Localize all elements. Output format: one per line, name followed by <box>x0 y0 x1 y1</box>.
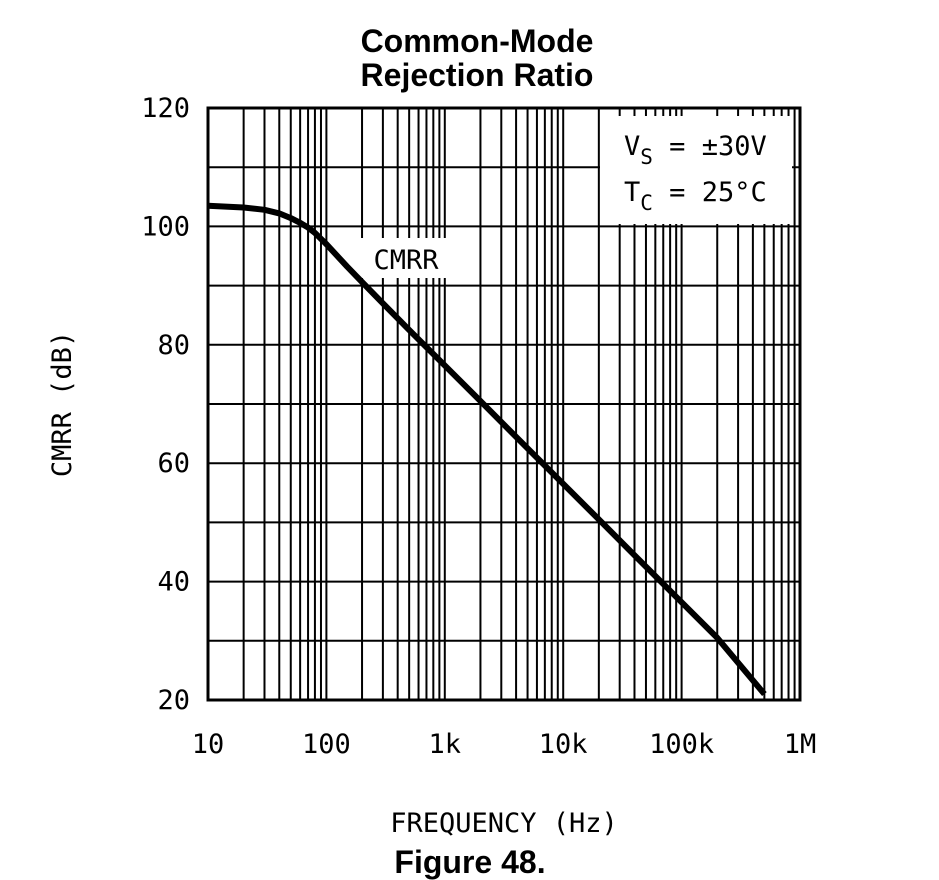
y-tick-label: 40 <box>157 567 190 598</box>
chart-title-line2: Rejection Ratio <box>361 57 594 93</box>
y-tick-label: 60 <box>157 448 190 479</box>
series-layer <box>207 202 767 697</box>
conditions-box <box>600 116 792 224</box>
y-tick-label: 80 <box>157 330 190 361</box>
x-tick-labels: 10 100 1k 10k 100k 1M <box>192 729 817 760</box>
y-axis-label: CMRR (dB) <box>47 331 78 477</box>
y-tick-label: 120 <box>141 93 190 124</box>
x-tick-label: 1k <box>429 729 462 760</box>
figure-caption: Figure 48. <box>394 844 545 880</box>
x-tick-label: 10k <box>539 729 588 760</box>
tc-sub: C <box>640 191 653 215</box>
tc-main: T <box>624 177 640 208</box>
tc-annotation: TC = 25°C <box>624 177 767 215</box>
x-tick-label: 100k <box>649 729 714 760</box>
y-tick-label: 100 <box>141 211 190 242</box>
x-tick-label: 1M <box>784 729 817 760</box>
plot-frame <box>206 106 802 702</box>
x-tick-label: 10 <box>192 729 225 760</box>
chart-title-line1: Common-Mode <box>361 23 594 59</box>
vs-value: = ±30V <box>653 131 767 162</box>
series-label-box <box>358 238 454 278</box>
y-tick-label: 20 <box>157 685 190 716</box>
vs-main: V <box>624 131 640 162</box>
x-axis-label: FREQUENCY (Hz) <box>390 808 618 839</box>
series-line-cmrr <box>207 202 767 697</box>
tc-value: = 25°C <box>653 177 767 208</box>
grid <box>207 107 800 701</box>
vs-annotation: VS = ±30V <box>624 131 767 169</box>
x-tick-label: 100 <box>302 729 351 760</box>
y-tick-labels: 20 40 60 80 100 120 <box>141 93 190 716</box>
vs-sub: S <box>640 145 653 169</box>
series-label-cmrr: CMRR <box>373 245 439 276</box>
